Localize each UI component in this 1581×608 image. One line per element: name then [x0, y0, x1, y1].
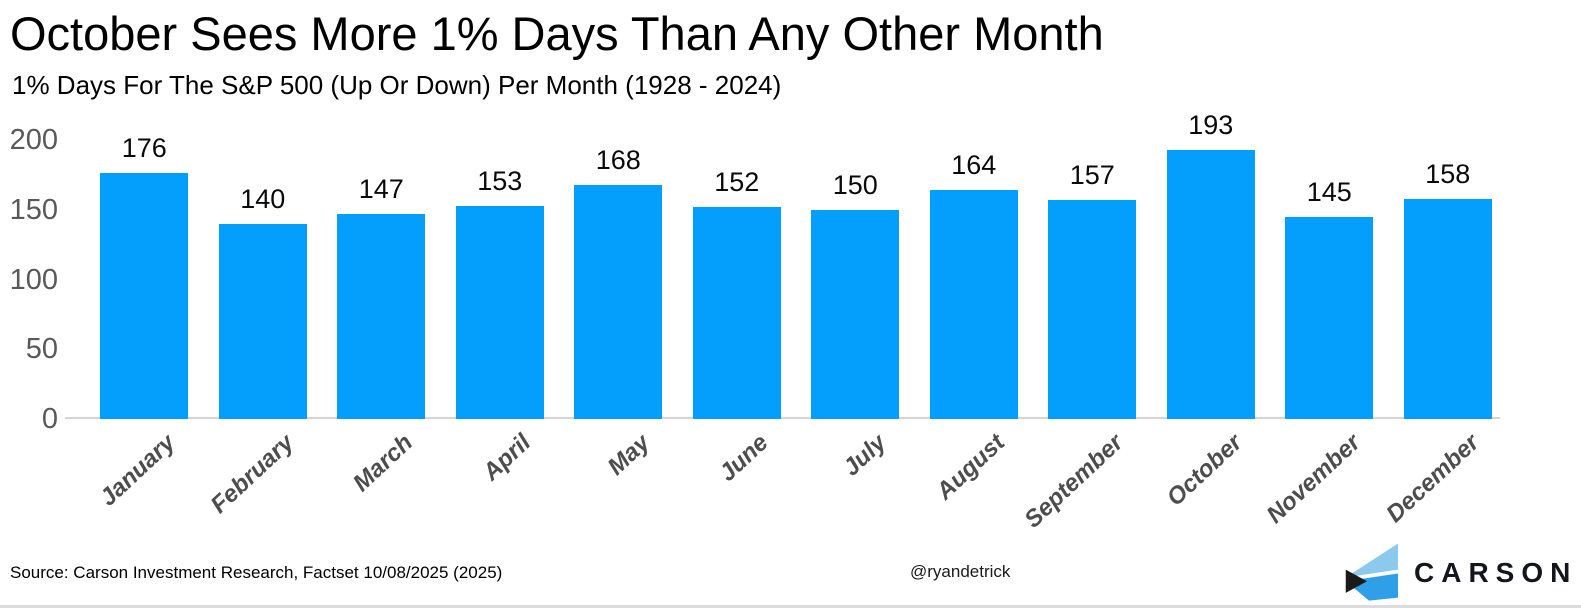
y-axis: 0 50 100 150 200: [0, 0, 58, 605]
y-axis-tick-150: 150: [9, 193, 58, 226]
plot-area: 176 January 140 February 147 March 153 April 168…: [85, 110, 1508, 533]
bar-group-december: 158 December: [1381, 140, 1508, 528]
bar-value-label: 164: [951, 150, 997, 181]
x-axis-label-june: June: [713, 429, 774, 487]
bar-value-label: 176: [121, 133, 167, 164]
y-axis-tick-0: 0: [41, 403, 58, 435]
bar-value-label: 147: [358, 173, 404, 204]
y-axis-tick-200: 200: [9, 124, 58, 156]
carson-logo: CARSON: [1338, 543, 1577, 602]
bar-august[interactable]: [929, 190, 1018, 419]
bar-november[interactable]: [1285, 216, 1374, 419]
bar-value-label: 150: [832, 169, 878, 200]
bar-group-july: 150 July: [796, 140, 915, 482]
bar-group-february: 140 February: [204, 140, 323, 519]
x-axis-label-september: September: [1019, 429, 1129, 534]
bar-group-april: 153 April: [441, 140, 560, 486]
x-axis-label-july: July: [838, 429, 892, 482]
bar-value-label: 168: [595, 144, 641, 175]
bar-group-october: 193 October: [1152, 110, 1271, 512]
bar-december[interactable]: [1403, 198, 1492, 419]
x-axis-label-august: August: [931, 429, 1011, 506]
bar-april[interactable]: [455, 205, 544, 419]
bar-value-label: 152: [714, 166, 760, 197]
bar-september[interactable]: [1048, 200, 1137, 419]
bar-group-november: 145 November: [1261, 140, 1389, 529]
twitter-handle: @ryandetrick: [910, 562, 1011, 581]
bar-group-may: 168 May: [559, 140, 678, 481]
x-axis-label-march: March: [347, 429, 418, 497]
x-axis-label-november: November: [1261, 429, 1366, 529]
x-axis-label-may: May: [602, 429, 655, 481]
bar-value-label: 157: [1069, 160, 1115, 190]
carson-logo-icon: [1345, 543, 1398, 601]
bar-group-september: 157 September: [1020, 140, 1152, 533]
bar-october[interactable]: [1166, 149, 1255, 419]
bar-value-label: 153: [477, 165, 523, 196]
bar-june[interactable]: [692, 206, 781, 419]
bar-value-label: 140: [240, 183, 286, 214]
x-axis-label-april: April: [477, 429, 537, 487]
x-axis-line: [65, 417, 1500, 419]
bar-group-march: 147 March: [322, 140, 441, 497]
x-axis-label-february: February: [205, 429, 300, 519]
bar-may[interactable]: [574, 184, 663, 419]
source-text: Source: Carson Investment Research, Fact…: [10, 563, 503, 582]
bar-group-august: 164 August: [915, 140, 1034, 505]
bar-group-january: 176 January: [85, 133, 204, 512]
bar-value-label: 158: [1425, 158, 1471, 189]
bar-july[interactable]: [811, 209, 900, 419]
bar-january[interactable]: [100, 173, 189, 419]
bar-value-label: 145: [1306, 176, 1352, 207]
chart-subtitle: 1% Days For The S&P 500 (Up Or Down) Per…: [12, 70, 782, 100]
bar-march[interactable]: [337, 213, 426, 419]
x-axis-label-december: December: [1380, 429, 1485, 528]
bar-february[interactable]: [218, 223, 307, 419]
chart-title: October Sees More 1% Days Than Any Other…: [10, 7, 1104, 60]
y-axis-tick-100: 100: [9, 263, 58, 296]
x-axis-label-october: October: [1161, 429, 1248, 512]
bar-group-june: 152 June: [678, 140, 797, 487]
x-axis-label-january: January: [94, 429, 181, 512]
carson-logo-text: CARSON: [1414, 557, 1578, 588]
bar-value-label: 193: [1188, 109, 1234, 140]
y-axis-tick-50: 50: [25, 333, 58, 366]
